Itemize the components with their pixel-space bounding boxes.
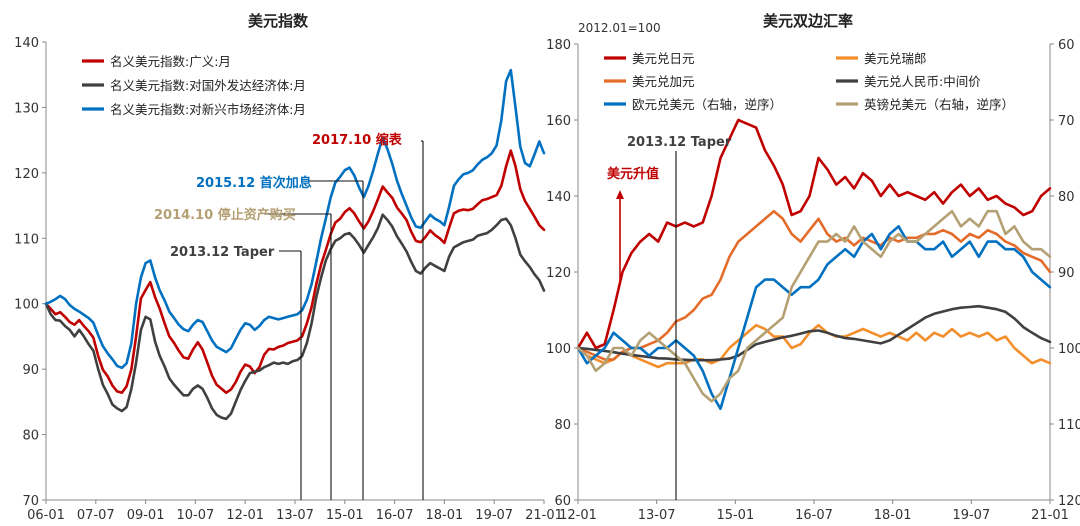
chart-title: 美元指数 — [248, 12, 309, 30]
y2-tick-label: 100 — [1058, 342, 1080, 357]
y-tick-label: 120 — [14, 167, 39, 182]
axes: 60801001201401601801201101009080706012-0… — [546, 38, 1080, 523]
annotation-label: 美元升值 — [607, 166, 659, 182]
series-line-4 — [576, 225, 1052, 411]
series-line-0 — [576, 118, 1052, 350]
y-tick-label: 140 — [14, 36, 39, 51]
x-tick-label: 19-07 — [475, 508, 513, 523]
x-tick-label: 12-01 — [559, 508, 597, 523]
series-line-1 — [44, 213, 546, 421]
annotation-label: 2013.12 Taper — [170, 245, 275, 260]
series-group — [44, 68, 546, 421]
x-tick-label: 18-01 — [426, 508, 464, 523]
x-tick-label: 10-07 — [177, 508, 215, 523]
series-line-2 — [44, 68, 546, 370]
x-tick-label: 21-01 — [1031, 508, 1069, 523]
x-tick-label: 13-07 — [276, 508, 314, 523]
y-tick-label: 120 — [546, 266, 571, 281]
x-tick-label: 19-07 — [952, 508, 990, 523]
x-tick-label: 09-01 — [127, 508, 165, 523]
y2-tick-label: 120 — [1058, 494, 1080, 509]
y-tick-label: 110 — [14, 232, 39, 247]
usd-bilateral-fx-chart: 美元双边汇率 2012.01=100 60 80 100 120 140 160 180 12… — [546, 12, 1080, 523]
legend-label: 美元兑加元 — [632, 74, 695, 89]
x-tick-label: 18-01 — [874, 508, 912, 523]
series-line-0 — [44, 149, 546, 395]
x-tick-label: 16-07 — [795, 508, 833, 523]
y-tick-label: 60 — [554, 494, 571, 509]
usd-index-chart: 美元指数 70 80 90 100 110 120 130 140 06-01 07-07 09-0… — [14, 12, 563, 523]
x-tick-label: 15-01 — [716, 508, 754, 523]
x-tick-label: 15-01 — [326, 508, 364, 523]
legend-label: 美元兑瑞郎 — [864, 51, 927, 66]
appreciation-arrow-head — [616, 190, 624, 199]
legend-label: 名义美元指数:对国外发达经济体:月 — [110, 78, 306, 93]
y-tick-label: 140 — [546, 190, 571, 205]
y-tick-label: 90 — [22, 363, 39, 378]
series-line-5 — [576, 209, 1052, 403]
y2-tick-label: 70 — [1058, 114, 1075, 129]
x-tick-label: 16-07 — [376, 508, 414, 523]
x-tick-label: 07-07 — [77, 508, 115, 523]
axes: 70 80 90 100 110 120 130 140 06-01 07-07 09-01 10-0… — [14, 36, 563, 523]
legend-label: 英镑兑美元（右轴，逆序） — [864, 97, 1014, 112]
legend-label: 名义美元指数:广义:月 — [110, 54, 231, 69]
x-tick-label: 21-01 — [525, 508, 563, 523]
annotation-label: 2015.12 首次加息 — [196, 175, 312, 191]
y-tick-label: 80 — [554, 418, 571, 433]
x-tick-label: 06-01 — [27, 508, 65, 523]
y-tick-label: 100 — [546, 342, 571, 357]
y2-tick-label: 90 — [1058, 266, 1075, 281]
annotation-label: 2014.10 停止资产购买 — [154, 207, 296, 223]
x-tick-label: 13-07 — [638, 508, 676, 523]
legend-label: 名义美元指数:对新兴市场经济体:月 — [110, 102, 306, 117]
y-tick-label: 180 — [546, 38, 571, 53]
legend-label: 美元兑人民币:中间价 — [864, 74, 981, 89]
y-tick-label: 100 — [14, 298, 39, 313]
y-tick-label: 70 — [22, 494, 39, 509]
y2-tick-label: 110 — [1058, 418, 1080, 433]
annotations: 2013.12 Taper 美元升值 — [607, 135, 732, 500]
legend: 名义美元指数:广义:月名义美元指数:对国外发达经济体:月名义美元指数:对新兴市场… — [82, 54, 306, 117]
y-tick-label: 130 — [14, 101, 39, 116]
series-group — [576, 118, 1052, 411]
legend-label: 欧元兑美元（右轴，逆序） — [632, 97, 782, 112]
series-line-2 — [576, 209, 1052, 361]
series-line-1 — [576, 323, 1052, 369]
series-line-3 — [576, 304, 1052, 362]
annotation-label: 2017.10 缩表 — [312, 132, 403, 148]
annotation-label: 2013.12 Taper — [627, 135, 732, 150]
base-period-note: 2012.01=100 — [578, 21, 661, 35]
x-tick-label: 12-01 — [226, 508, 264, 523]
y2-tick-label: 80 — [1058, 190, 1075, 205]
y-tick-label: 160 — [546, 114, 571, 129]
annotations: 2017.10 缩表 2015.12 首次加息 2014.10 停止资产购买 2013… — [154, 132, 424, 500]
y-tick-label: 80 — [22, 429, 39, 444]
chart-title: 美元双边汇率 — [763, 12, 853, 30]
legend-label: 美元兑日元 — [632, 51, 695, 66]
y2-tick-label: 60 — [1058, 38, 1075, 53]
